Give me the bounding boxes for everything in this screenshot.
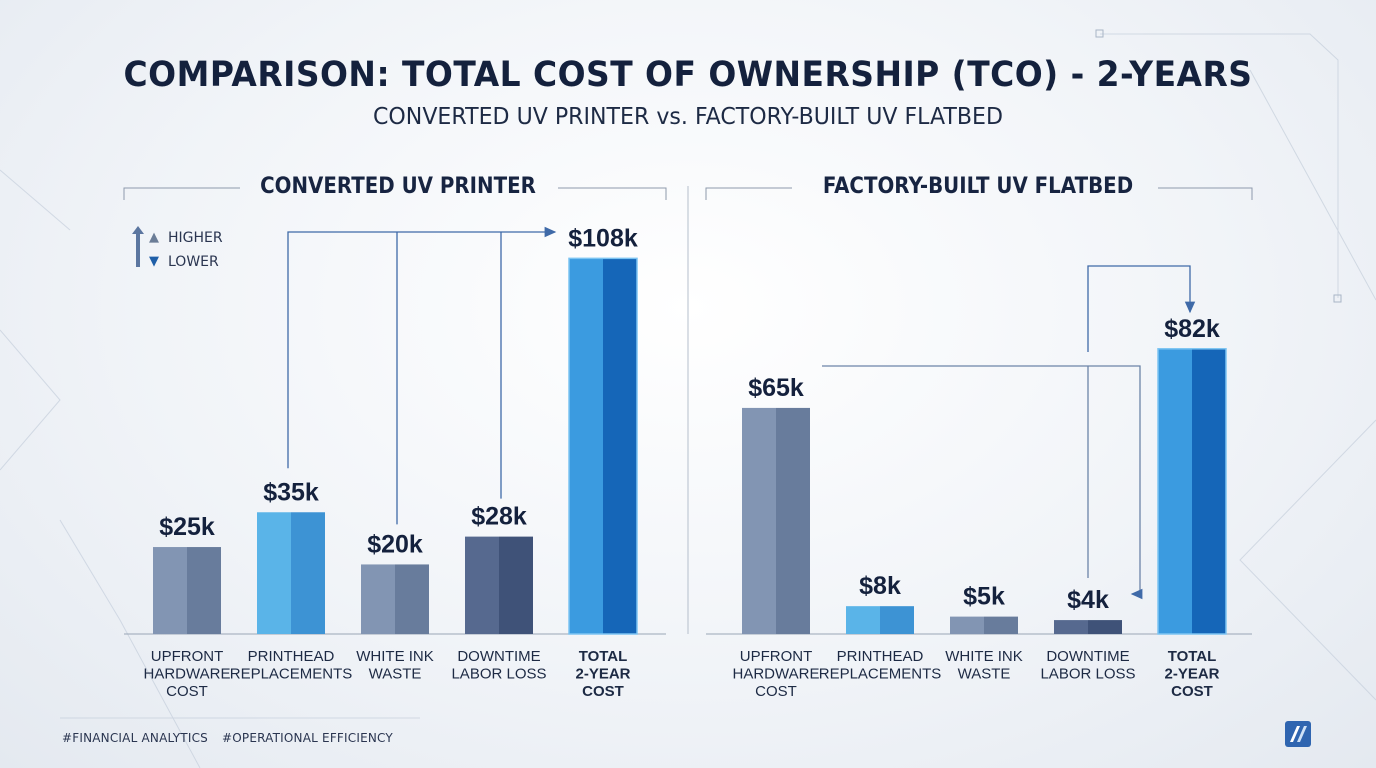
bar-value-label: $5k <box>963 583 1005 611</box>
panel-header-rule <box>705 187 792 200</box>
bar-value-label: $20k <box>367 530 423 558</box>
bar-value-label: $108k <box>568 224 638 252</box>
legend-higher: ▲ HIGHER <box>128 226 223 250</box>
bar-white-ink <box>950 616 1018 634</box>
bar-downtime <box>1054 620 1122 634</box>
bar-value-label: $35k <box>263 478 319 506</box>
legend-arrows-icon <box>132 226 144 267</box>
bar-total <box>1157 348 1227 635</box>
triangle-down-icon: ▼ <box>149 254 159 269</box>
panel-converted: $25k UPFRONT HARDWARE COST $35k PRINTHEAD REPL… <box>123 187 667 700</box>
bar-value-label: $8k <box>859 572 901 600</box>
hashtags: #FINANCIAL ANALYTICS #OPERATIONAL EFFICI… <box>62 731 403 745</box>
bar-downtime <box>465 536 533 634</box>
triangle-up-icon: ▲ <box>149 230 159 245</box>
hashtag-operational-efficiency: #OPERATIONAL EFFICIENCY <box>221 731 393 745</box>
brand-logo-icon <box>1285 721 1311 747</box>
bar-value-label: $65k <box>748 374 804 402</box>
bar-printhead <box>257 512 325 634</box>
category-label: WHITE INK WASTE <box>356 648 434 683</box>
category-label: WHITE INK WASTE <box>945 648 1023 683</box>
bar-upfront <box>153 547 221 634</box>
left-panel-title: CONVERTED UV PRINTER <box>260 174 536 199</box>
hashtag-financial-analytics: #FINANCIAL ANALYTICS <box>62 731 208 745</box>
category-label: TOTAL 2-YEAR COST <box>1164 648 1219 700</box>
panel-header-rule <box>123 187 240 200</box>
bar-white-ink <box>361 564 429 634</box>
panel-factory-built: $65k UPFRONT HARDWARE COST $8k PRINTHEAD REPLA… <box>705 187 1253 700</box>
category-label: UPFRONT HARDWARE COST <box>733 648 820 700</box>
bar-printhead <box>846 606 914 634</box>
right-panel-title: FACTORY-BUILT UV FLATBED <box>822 174 1134 199</box>
bar-value-label: $4k <box>1067 586 1109 614</box>
chart-subtitle: CONVERTED UV PRINTER vs. FACTORY-BUILT U… <box>373 104 1003 130</box>
panel-header-rule <box>558 187 667 200</box>
category-label: DOWNTIME LABOR LOSS <box>1040 648 1135 683</box>
legend: ▲ HIGHER ▼ LOWER <box>128 226 223 274</box>
bar-total <box>568 257 638 635</box>
bar-value-label: $82k <box>1164 315 1220 343</box>
category-label: TOTAL 2-YEAR COST <box>575 648 630 700</box>
bar-value-label: $28k <box>471 503 527 531</box>
bar-value-label: $25k <box>159 513 215 541</box>
legend-higher-label: HIGHER <box>168 230 223 246</box>
legend-lower: ▼ LOWER <box>128 250 223 274</box>
category-label: UPFRONT HARDWARE COST <box>144 648 231 700</box>
chart-title: COMPARISON: TOTAL COST OF OWNERSHIP (TCO… <box>123 55 1253 95</box>
legend-lower-label: LOWER <box>168 254 219 270</box>
connector-lines <box>287 226 1196 600</box>
category-label: DOWNTIME LABOR LOSS <box>451 648 546 683</box>
bar-upfront <box>742 407 810 634</box>
category-label: PRINTHEAD REPLACEMENTS <box>819 648 942 683</box>
category-label: PRINTHEAD REPLACEMENTS <box>230 648 353 683</box>
panel-header-rule <box>1158 187 1253 200</box>
